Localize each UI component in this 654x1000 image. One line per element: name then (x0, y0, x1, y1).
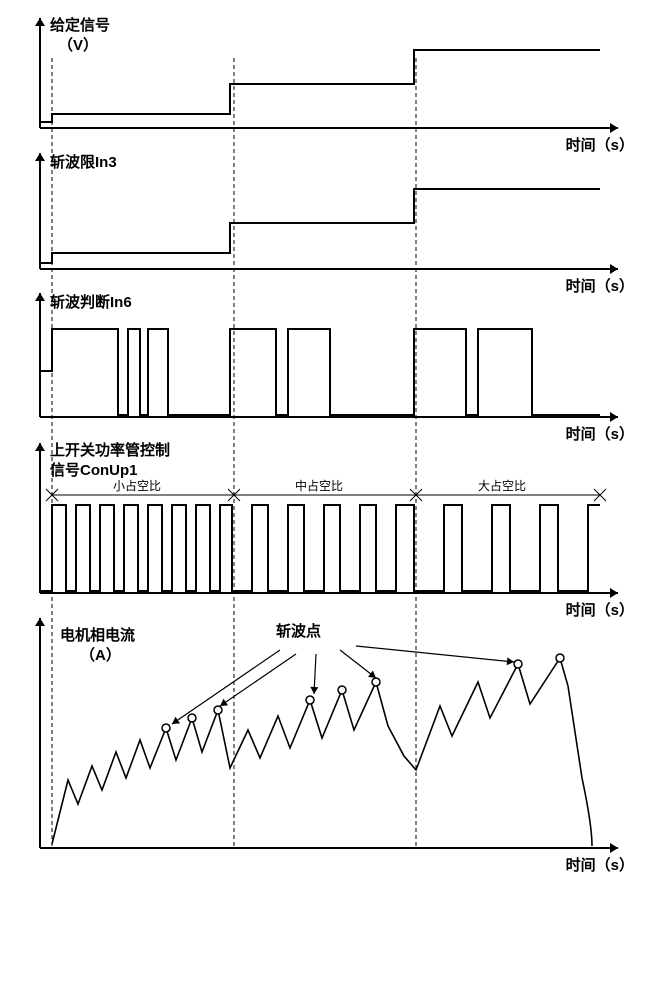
duty-label-1: 中占空比 (295, 477, 343, 494)
plot3-title: 斩波判断In6 (50, 291, 132, 312)
duty-label-0: 小占空比 (113, 477, 161, 494)
plot-1: 给定信号（V）时间（s） (20, 18, 634, 153)
plot-5: 电机相电流（A） 斩波点时间（s） (20, 618, 634, 873)
chop-point-label: 斩波点 (276, 620, 321, 641)
plot5-title2: （A） (80, 644, 121, 665)
plot-3: 斩波判断In6 时间（s） (20, 293, 634, 443)
x-axis-label: 时间（s） (566, 599, 634, 620)
plot-2: 斩波限In3时间（s） (20, 153, 634, 293)
plot1-title2: （V） (58, 34, 98, 55)
plot4-title: 上开关功率管控制 (50, 439, 170, 460)
duty-label-2: 大占空比 (478, 477, 526, 494)
x-axis-label: 时间（s） (566, 423, 634, 444)
plot2-title: 斩波限In3 (50, 151, 117, 172)
x-axis-label: 时间（s） (566, 854, 634, 875)
plot-4: 上开关功率管控制信号ConUp1小占空比中占空比大占空比时间（s） (20, 443, 634, 618)
plot1-title: 给定信号 (50, 14, 110, 35)
x-axis-label: 时间（s） (566, 134, 634, 155)
plot5-title: 电机相电流 (60, 624, 135, 645)
